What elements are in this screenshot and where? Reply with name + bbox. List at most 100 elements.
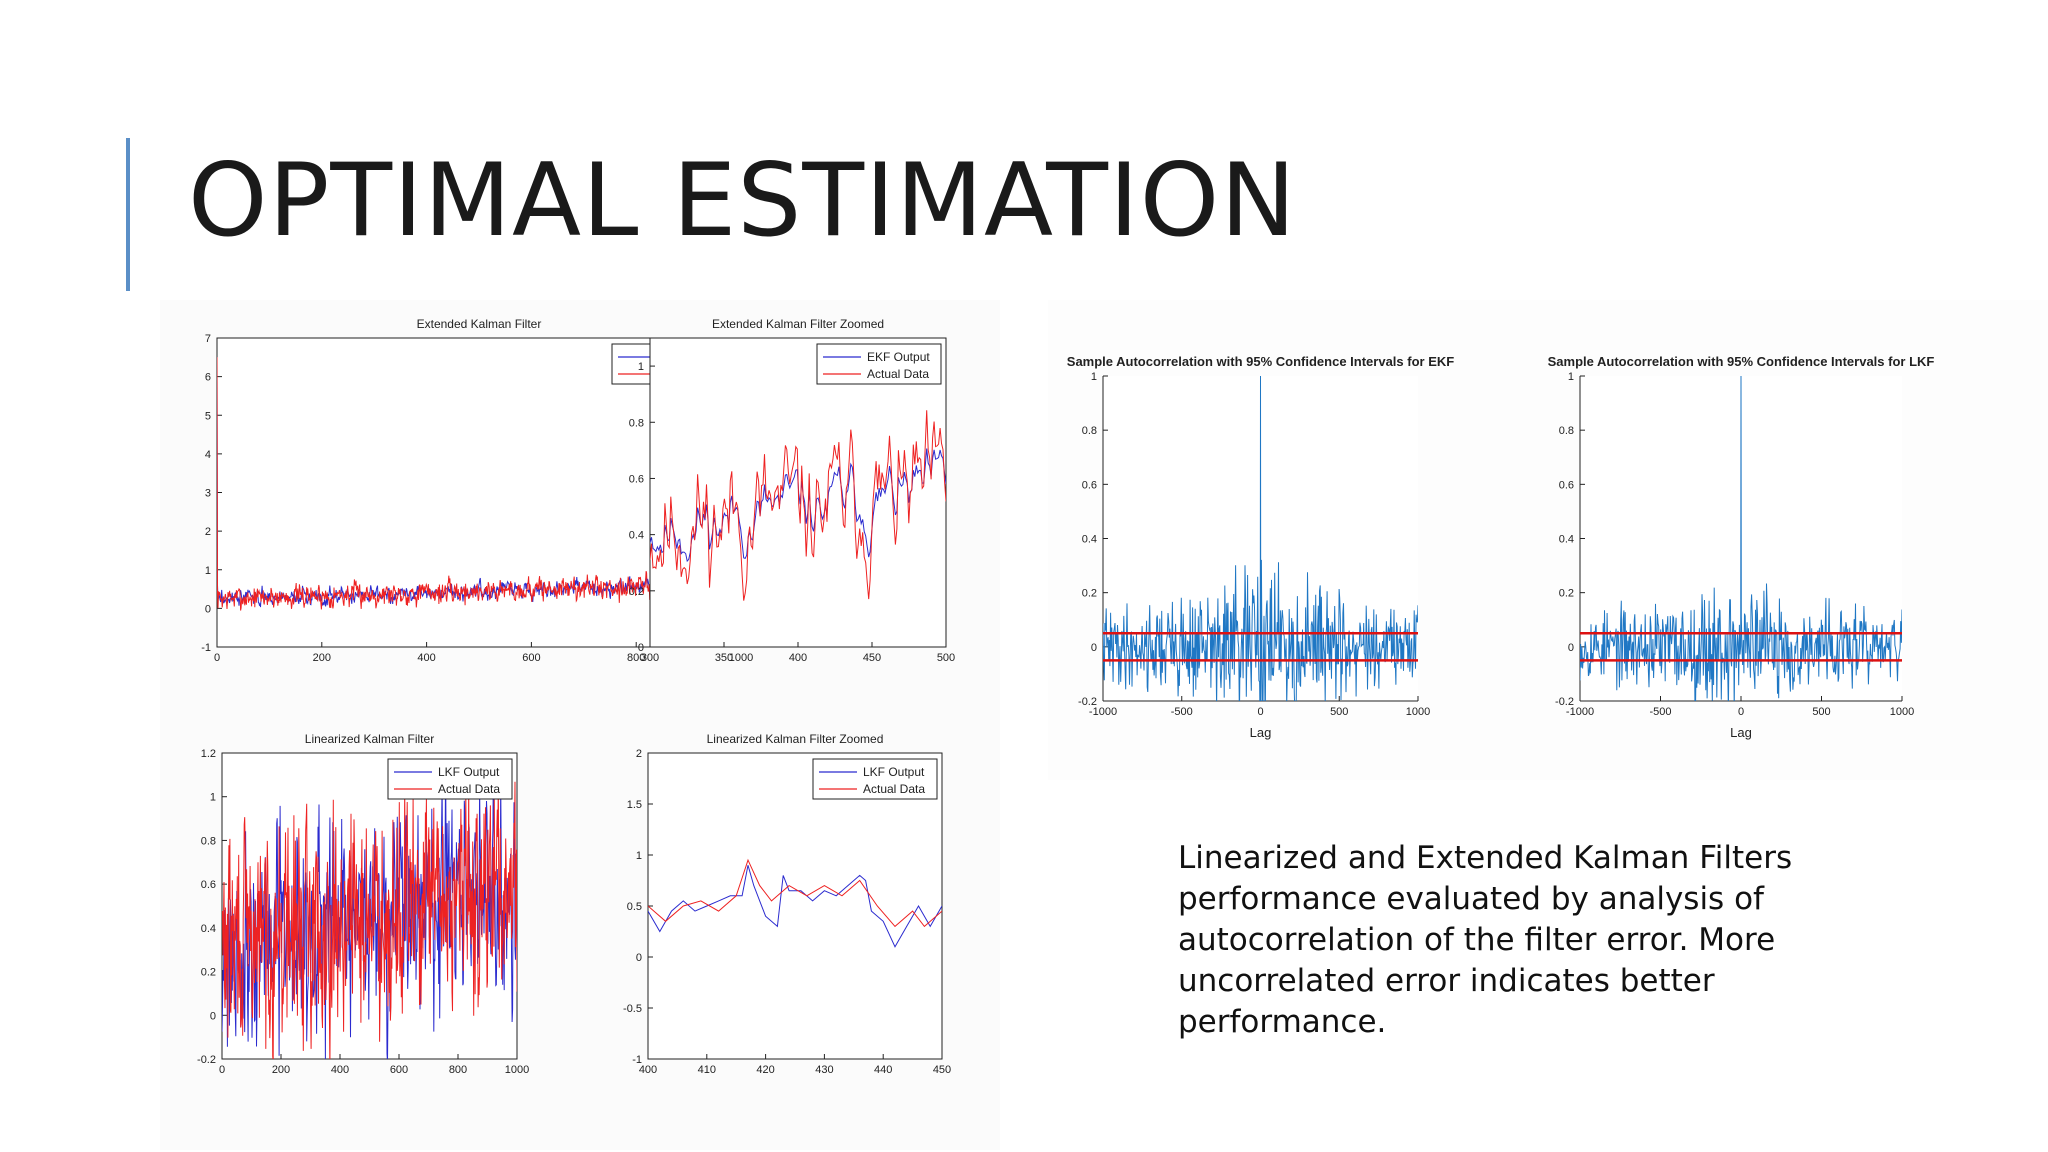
- x-tick-label: 0: [214, 652, 220, 664]
- y-tick-label: 0.2: [201, 967, 216, 979]
- x-tick-label: 450: [863, 652, 881, 664]
- x-tick-label: 350: [715, 652, 733, 664]
- y-tick-label: 0.8: [629, 417, 644, 429]
- legend-box: [812, 758, 938, 800]
- x-tick-label: 400: [417, 652, 435, 664]
- series-group: [222, 759, 517, 1059]
- y-tick-label: 0.6: [201, 879, 216, 891]
- x-tick-label: 1000: [1890, 706, 1914, 718]
- x-tick-label: 1000: [505, 1064, 529, 1076]
- legend: LKF Output Actual Data: [387, 758, 513, 800]
- slide-body-text: Linearized and Extended Kalman Filters p…: [1178, 840, 1793, 1040]
- y-tick-label: 0.2: [1559, 588, 1574, 600]
- y-tick-label: -0.2: [1078, 696, 1097, 708]
- series-line-acf: [1103, 376, 1418, 701]
- x-tick-label: 400: [789, 652, 807, 664]
- y-tick-label: 0.2: [1082, 588, 1097, 600]
- y-tick-label: -1: [201, 642, 211, 654]
- y-tick-label: 0.6: [629, 473, 644, 485]
- chart-title: Sample Autocorrelation with 95% Confiden…: [1067, 354, 1454, 369]
- y-tick-label: 7: [205, 333, 211, 345]
- y-tick-label: 0.4: [629, 530, 644, 542]
- x-tick-label: 0: [1738, 706, 1744, 718]
- chart-lkf-zoomed: Linearized Kalman Filter Zoomed 400 410 420…: [623, 732, 951, 1076]
- y-tick-label: -1: [632, 1054, 642, 1066]
- chart-title: Extended Kalman Filter Zoomed: [712, 317, 884, 331]
- legend-box: [387, 758, 513, 800]
- x-tick-label: 500: [937, 652, 955, 664]
- x-tick-label: 500: [1812, 706, 1830, 718]
- y-tick-label: 1: [210, 792, 216, 804]
- x-axis-label: Lag: [1250, 725, 1272, 740]
- legend-entry: Actual Data: [863, 782, 925, 796]
- y-tick-label: 0: [638, 642, 644, 654]
- legend-entry: Actual Data: [867, 367, 929, 381]
- legend: EKF Output Actual Data: [816, 343, 942, 385]
- chart-acf-ekf: Sample Autocorrelation with 95% Confiden…: [1067, 354, 1454, 740]
- title-accent-bar: [126, 138, 130, 291]
- slide-title: OPTIMAL ESTIMATION: [188, 141, 1297, 259]
- y-tick-label: 0: [636, 952, 642, 964]
- chart-title: Linearized Kalman Filter Zoomed: [707, 732, 884, 746]
- legend-entry: LKF Output: [863, 765, 925, 779]
- legend-entry: Actual Data: [438, 782, 500, 796]
- x-tick-label: 0: [1257, 706, 1263, 718]
- legend-entry: LKF Output: [438, 765, 500, 779]
- y-tick-label: 1: [205, 565, 211, 577]
- x-tick-label: -1000: [1566, 706, 1594, 718]
- y-tick-label: 0.2: [629, 586, 644, 598]
- series-line-actual-data: [222, 778, 517, 1059]
- x-tick-label: 440: [874, 1064, 892, 1076]
- y-tick-label: -0.2: [197, 1054, 216, 1066]
- x-tick-label: -500: [1171, 706, 1193, 718]
- series-line-acf: [1580, 376, 1902, 701]
- plot-area: [647, 752, 943, 1060]
- x-tick-label: 800: [627, 652, 645, 664]
- y-tick-label: 2: [205, 526, 211, 538]
- x-tick-label: 200: [313, 652, 331, 664]
- legend-box: [816, 343, 942, 385]
- y-tick-label: 1.2: [201, 748, 216, 760]
- chart-acf-lkf: Sample Autocorrelation with 95% Confiden…: [1548, 354, 1935, 740]
- y-tick-label: 2: [636, 748, 642, 760]
- y-tick-label: 1: [1091, 371, 1097, 383]
- x-tick-label: 500: [1330, 706, 1348, 718]
- y-tick-label: 0.8: [201, 835, 216, 847]
- x-tick-label: 410: [698, 1064, 716, 1076]
- series-group: [1103, 376, 1418, 701]
- x-tick-label: 420: [756, 1064, 774, 1076]
- x-tick-label: 200: [272, 1064, 290, 1076]
- y-tick-label: 0.4: [1559, 534, 1574, 546]
- x-tick-label: 600: [390, 1064, 408, 1076]
- y-tick-label: 5: [205, 410, 211, 422]
- y-tick-label: 0: [210, 1010, 216, 1022]
- series-group: [650, 410, 946, 601]
- x-tick-label: 400: [331, 1064, 349, 1076]
- series-line-actual-data: [650, 410, 946, 601]
- y-tick-label: 0: [1091, 642, 1097, 654]
- y-tick-label: 0: [205, 603, 211, 615]
- series-group: [648, 858, 942, 948]
- y-tick-label: 1: [1568, 371, 1574, 383]
- series-group: [1580, 376, 1902, 701]
- legend: LKF Output Actual Data: [812, 758, 938, 800]
- y-tick-label: 3: [205, 488, 211, 500]
- series-line-actual-data: [648, 858, 942, 928]
- chart-title: Linearized Kalman Filter: [305, 732, 434, 746]
- x-tick-label: 300: [641, 652, 659, 664]
- x-tick-label: 0: [219, 1064, 225, 1076]
- x-tick-label: 430: [815, 1064, 833, 1076]
- y-tick-label: 1: [638, 361, 644, 373]
- x-tick-label: -1000: [1089, 706, 1117, 718]
- y-tick-label: -0.2: [1555, 696, 1574, 708]
- x-tick-label: 1000: [729, 652, 753, 664]
- x-tick-label: 450: [933, 1064, 951, 1076]
- y-tick-label: 0.5: [627, 901, 642, 913]
- legend-entry: EKF Output: [867, 350, 930, 364]
- y-tick-label: 6: [205, 372, 211, 384]
- y-tick-label: 0: [1568, 642, 1574, 654]
- chart-ekf-zoomed: Extended Kalman Filter Zoomed 300 350 400 45…: [629, 317, 955, 664]
- y-tick-label: 1: [636, 850, 642, 862]
